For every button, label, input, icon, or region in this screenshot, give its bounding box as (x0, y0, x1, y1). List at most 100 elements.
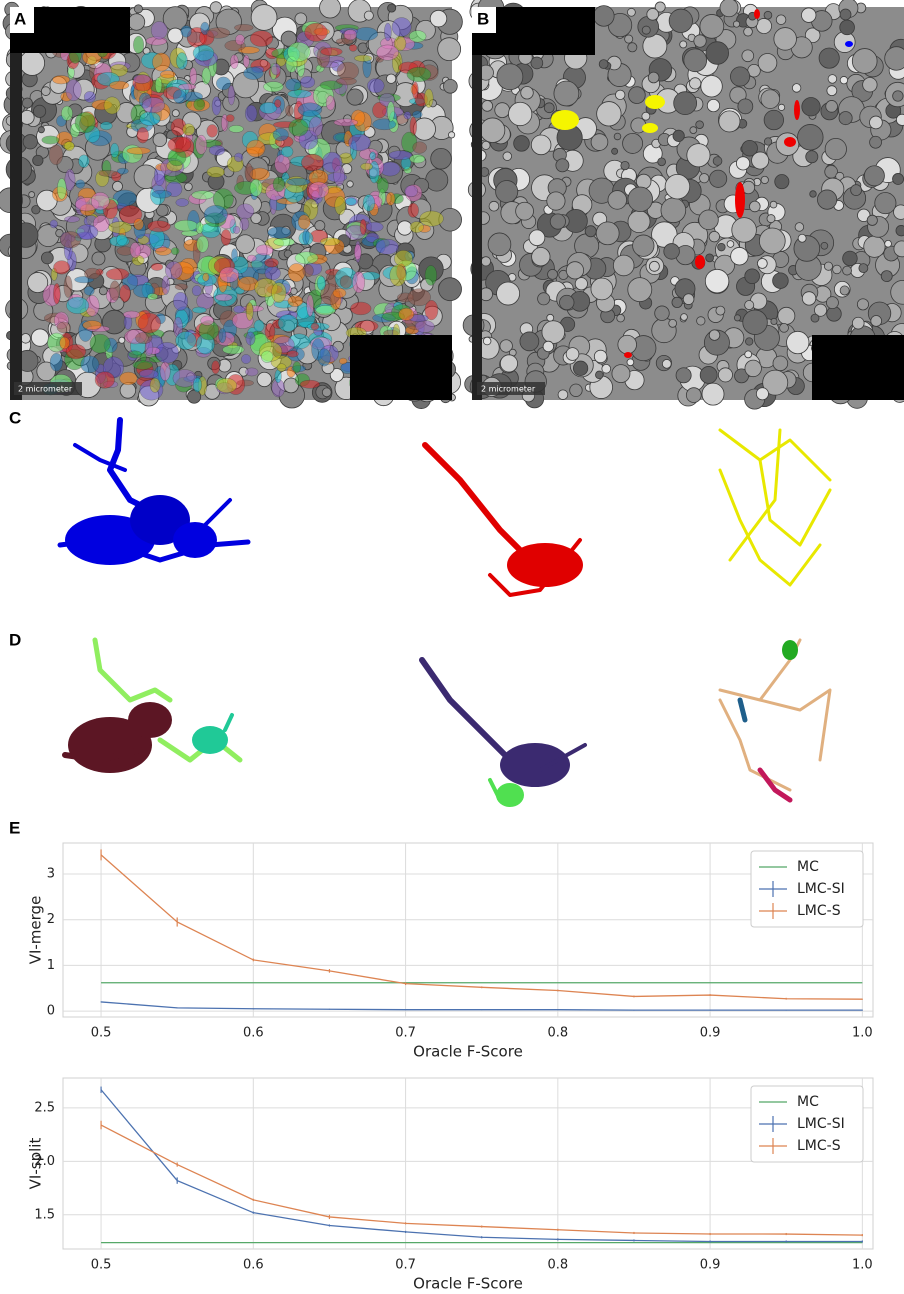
segment (276, 363, 287, 372)
em-cell (757, 53, 778, 73)
em-cell (757, 258, 768, 269)
em-cell (862, 77, 878, 93)
segment (192, 377, 202, 393)
em-cell (732, 20, 741, 28)
segment (48, 144, 64, 165)
em-cell (502, 151, 513, 161)
segment (406, 66, 432, 83)
x-axis-label: Oracle F-Score (413, 1275, 523, 1293)
em-cell (682, 293, 695, 305)
em-cell (756, 18, 772, 35)
em-cell (762, 369, 789, 396)
segment (234, 152, 244, 163)
segment (232, 225, 241, 234)
em-cell (680, 313, 688, 321)
em-cell (797, 233, 807, 243)
plot-area (62, 1077, 874, 1250)
segment (103, 96, 121, 115)
neurite (488, 538, 582, 597)
segment (76, 224, 99, 240)
em-cell (801, 291, 817, 306)
em-cell (826, 296, 839, 310)
em-cell (40, 251, 54, 265)
neurite (538, 743, 587, 772)
em-cell (30, 328, 50, 347)
segment (116, 234, 128, 246)
em-cell (36, 224, 60, 248)
segment (412, 141, 427, 154)
em-cell (730, 247, 749, 266)
em-cell (675, 367, 692, 384)
mask (350, 335, 452, 400)
segment (281, 145, 294, 158)
em-cell (632, 234, 655, 257)
panel-label: D (9, 630, 21, 649)
segment (316, 276, 326, 291)
em-cell (319, 0, 341, 19)
neurite (62, 747, 143, 763)
segment (202, 272, 210, 282)
em-cell (250, 4, 278, 31)
segment (301, 153, 324, 172)
em-cell (668, 8, 693, 33)
segment (409, 221, 424, 233)
segment (241, 354, 252, 364)
segment (297, 214, 311, 230)
segment (286, 178, 311, 186)
panel-c-renderings (57, 417, 832, 597)
em-cell (530, 134, 552, 156)
em-cell (689, 77, 702, 90)
em-cell (627, 7, 636, 17)
legend-box (750, 850, 864, 928)
segment (90, 192, 110, 211)
em-cell (387, 3, 397, 13)
em-cell (118, 336, 126, 344)
em-cell (21, 97, 33, 109)
y-axis-label: VI-split (27, 1138, 45, 1190)
segment (167, 136, 192, 153)
segment (299, 379, 320, 389)
em-cell (693, 34, 707, 48)
legend-label: LMC-S (797, 903, 841, 919)
segment (348, 44, 358, 52)
segment (407, 202, 419, 218)
em-cell (647, 71, 660, 84)
segment (334, 195, 346, 216)
segment (285, 78, 302, 92)
legend-label: LMC-S (797, 1138, 841, 1154)
segment (174, 283, 189, 291)
segment (94, 371, 115, 389)
segment (191, 285, 202, 297)
mask (472, 55, 482, 400)
soma (192, 726, 228, 754)
em-cell (699, 14, 725, 39)
em-cell (773, 27, 797, 51)
em-cell (654, 1, 666, 13)
em-cell (40, 86, 51, 96)
segment (317, 348, 331, 367)
segment (174, 219, 198, 232)
segment (230, 54, 239, 69)
em-cell (839, 285, 850, 296)
em-cell (488, 200, 500, 212)
segment (123, 310, 141, 319)
segment (147, 293, 159, 300)
em-cell (698, 209, 719, 231)
legend-label: MC (797, 1094, 819, 1110)
em-cell (870, 315, 883, 327)
legend-box (750, 1085, 864, 1163)
segment (128, 350, 143, 359)
em-cell (704, 268, 730, 294)
segment (109, 280, 121, 301)
em-cell (37, 126, 45, 134)
em-cell (744, 300, 755, 311)
neurite (758, 458, 832, 547)
segment (195, 134, 208, 155)
highlight (645, 95, 665, 109)
em-cell (593, 349, 608, 364)
em-cell (760, 175, 769, 185)
segment (170, 247, 180, 256)
segment (412, 110, 423, 119)
em-cell (858, 263, 869, 274)
segment (78, 154, 90, 168)
